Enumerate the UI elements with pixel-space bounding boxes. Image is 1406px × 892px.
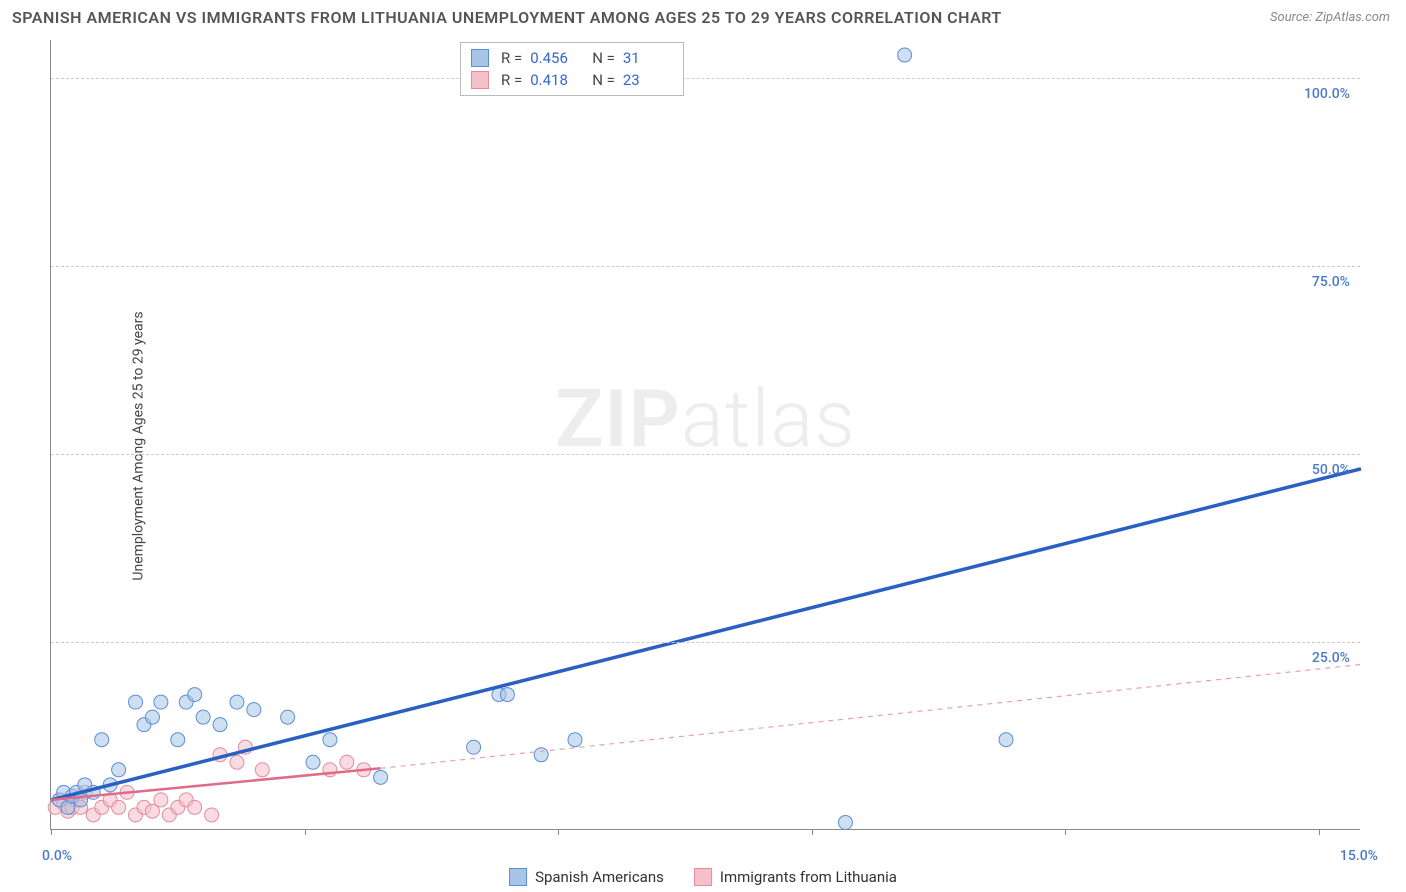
data-point-blue — [145, 710, 159, 724]
y-tick-label: 25.0% — [1312, 650, 1350, 666]
data-point-blue — [838, 815, 852, 829]
data-point-blue — [129, 695, 143, 709]
y-tick-label: 75.0% — [1312, 274, 1350, 290]
gridline — [51, 454, 1360, 455]
r-label: R = — [501, 49, 522, 67]
legend-swatch — [694, 868, 712, 886]
n-label: N = — [592, 71, 615, 89]
plot-area: ZIPatlas 25.0%50.0%75.0%100.0% — [50, 40, 1360, 830]
chart-container: SPANISH AMERICAN VS IMMIGRANTS FROM LITH… — [0, 0, 1406, 892]
source-attribution: Source: ZipAtlas.com — [1270, 10, 1390, 25]
data-point-pink — [188, 800, 202, 814]
stats-legend: R = 0.456 N = 31 R = 0.418 N = 23 — [460, 42, 684, 96]
plot-svg — [51, 40, 1360, 829]
x-tick-label: 0.0% — [42, 848, 72, 864]
data-point-blue — [112, 763, 126, 777]
legend-swatch — [471, 71, 489, 89]
legend-swatch — [471, 49, 489, 67]
r-value: 0.456 — [530, 49, 580, 67]
series-legend: Spanish Americans Immigrants from Lithuan… — [509, 868, 897, 886]
data-point-pink — [340, 755, 354, 769]
y-tick-label: 100.0% — [1304, 86, 1350, 102]
data-point-blue — [95, 733, 109, 747]
x-tick — [1065, 829, 1066, 835]
trend-line-blue — [51, 469, 1361, 800]
chart-title: SPANISH AMERICAN VS IMMIGRANTS FROM LITH… — [12, 8, 1002, 27]
x-tick — [305, 829, 306, 835]
data-point-blue — [154, 695, 168, 709]
x-tick-label: 15.0% — [1340, 848, 1378, 864]
data-point-blue — [171, 733, 185, 747]
data-point-blue — [467, 740, 481, 754]
r-label: R = — [501, 71, 522, 89]
gridline — [51, 78, 1360, 79]
data-point-blue — [323, 733, 337, 747]
x-tick — [1319, 829, 1320, 835]
series-legend-item: Spanish Americans — [509, 868, 664, 886]
data-point-blue — [281, 710, 295, 724]
data-point-blue — [999, 733, 1013, 747]
legend-swatch — [509, 868, 527, 886]
data-point-blue — [213, 718, 227, 732]
series-legend-item: Immigrants from Lithuania — [694, 868, 897, 886]
data-point-blue — [230, 695, 244, 709]
stats-legend-row: R = 0.418 N = 23 — [471, 69, 673, 91]
data-point-blue — [247, 703, 261, 717]
data-point-pink — [230, 755, 244, 769]
n-value: 31 — [623, 49, 673, 67]
data-point-pink — [154, 793, 168, 807]
data-point-blue — [188, 688, 202, 702]
data-point-pink — [255, 763, 269, 777]
data-point-blue — [306, 755, 320, 769]
data-point-blue — [500, 688, 514, 702]
data-point-blue — [374, 770, 388, 784]
series-label: Spanish Americans — [535, 868, 664, 886]
data-point-blue — [196, 710, 210, 724]
data-point-blue — [534, 748, 548, 762]
r-value: 0.418 — [530, 71, 580, 89]
gridline — [51, 266, 1360, 267]
data-point-pink — [112, 800, 126, 814]
n-value: 23 — [623, 71, 673, 89]
data-point-blue — [568, 733, 582, 747]
x-tick — [812, 829, 813, 835]
n-label: N = — [592, 49, 615, 67]
y-tick-label: 50.0% — [1312, 462, 1350, 478]
stats-legend-row: R = 0.456 N = 31 — [471, 47, 673, 69]
data-point-pink — [205, 808, 219, 822]
trend-line-pink — [51, 768, 381, 800]
series-label: Immigrants from Lithuania — [720, 868, 897, 886]
data-point-blue — [898, 48, 912, 62]
x-tick — [558, 829, 559, 835]
x-tick — [51, 829, 52, 835]
gridline — [51, 642, 1360, 643]
